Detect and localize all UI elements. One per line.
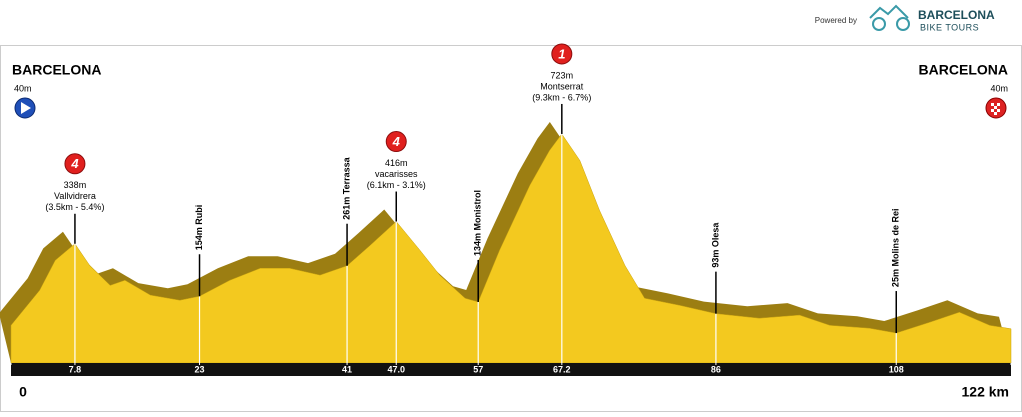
climb-category: 4	[70, 156, 79, 171]
climb-category: 4	[392, 134, 401, 149]
climb-badge	[551, 43, 573, 65]
climb-name: Vallvidrera	[54, 191, 96, 201]
climb-name: vacarisses	[375, 169, 418, 179]
finish-elevation: 40m	[990, 83, 1008, 93]
climb-detail: (3.5km - 5.4%)	[45, 202, 104, 212]
start-name: BARCELONA	[12, 62, 101, 78]
x-tick-label: 41	[342, 364, 352, 374]
x-tick-label: 7.8	[69, 364, 82, 374]
brand-sub: BIKE TOURS	[920, 22, 979, 32]
finish-icon	[985, 97, 1007, 119]
climb-detail: (6.1km - 3.1%)	[367, 180, 426, 190]
profile-area	[10, 133, 1012, 364]
waypoint-label: 154m Rubi	[194, 205, 204, 251]
powered-by: Powered by	[815, 16, 857, 25]
waypoint-label: 25m Molins de Rei	[891, 209, 901, 288]
x-end-label: 122 km	[962, 384, 1009, 400]
climb-elevation: 723m	[551, 70, 574, 80]
climb-elevation: 338m	[64, 180, 87, 190]
start-icon	[14, 97, 36, 119]
waypoint-label: 261m Terrassa	[341, 156, 351, 219]
km-strip	[11, 363, 1011, 376]
climb-name: Montserrat	[540, 81, 584, 91]
climb-badge	[385, 131, 407, 153]
climb-badge	[64, 153, 86, 175]
x-tick-label: 67.2	[553, 364, 571, 374]
finish-name: BARCELONA	[919, 62, 1008, 78]
climb-detail: (9.3km - 6.7%)	[532, 92, 591, 102]
waypoint-label: 93m Olesa	[710, 222, 720, 268]
brand-logo	[869, 4, 910, 31]
x-tick-label: 47.0	[387, 364, 405, 374]
x-tick-label: 23	[195, 364, 205, 374]
x-tick-label: 86	[711, 364, 721, 374]
x-tick-label: 57	[473, 364, 483, 374]
waypoint-label: 134m Monistrol	[473, 190, 483, 256]
start-elevation: 40m	[14, 83, 32, 93]
x-tick-label: 108	[889, 364, 904, 374]
climb-category: 1	[558, 46, 565, 61]
brand: BARCELONA	[918, 8, 995, 22]
climb-elevation: 416m	[385, 158, 408, 168]
x-end-label: 0	[19, 384, 27, 400]
